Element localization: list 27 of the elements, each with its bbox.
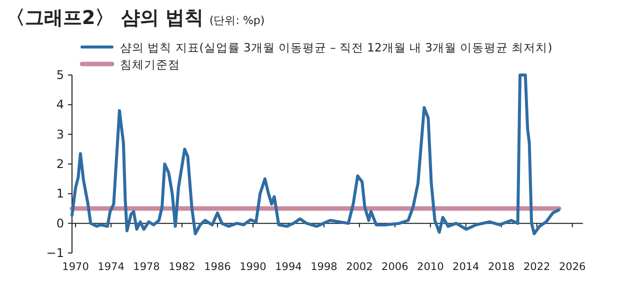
- x-tick-label: 2010: [417, 261, 444, 273]
- y-tick-label: 0: [56, 216, 64, 230]
- chart-subtitle: (단위: %p): [209, 14, 265, 27]
- y-tick-label: −1: [46, 246, 64, 260]
- legend-label: 샴의 법칙 지표(실업률 3개월 이동평균 – 직전 12개월 내 3개월 이동평균 최저치): [120, 40, 552, 54]
- x-tick-label: 1978: [133, 261, 160, 273]
- y-tick-label: 5: [56, 68, 64, 82]
- line-series: [70, 74, 560, 236]
- y-tick-label: 1: [56, 186, 64, 201]
- x-tick-label: 1970: [62, 261, 89, 273]
- x-tick-label: 2006: [382, 261, 409, 273]
- legend-label: 침체기준점: [120, 58, 180, 72]
- x-tick-label: 2014: [452, 261, 480, 273]
- x-tick-label: 1986: [204, 261, 232, 273]
- y-tick-label: 4: [56, 98, 64, 112]
- x-tick-label: 1994: [275, 261, 302, 273]
- x-tick-label: 2026: [558, 261, 586, 273]
- x-tick-label: 1998: [310, 261, 338, 273]
- x-tick-label: 1990: [240, 261, 266, 273]
- x-tick-label: 2002: [346, 261, 373, 273]
- x-tick-label: 1974: [98, 261, 125, 273]
- y-tick-label: 2: [56, 157, 64, 171]
- x-tick-label: 1982: [168, 261, 196, 273]
- x-tick-label: 2018: [488, 261, 515, 273]
- x-tick-label: 2022: [524, 261, 550, 273]
- chart-title: 〈그래프2〉 샴의 법칙: [6, 7, 204, 29]
- y-tick-label: 3: [56, 127, 64, 142]
